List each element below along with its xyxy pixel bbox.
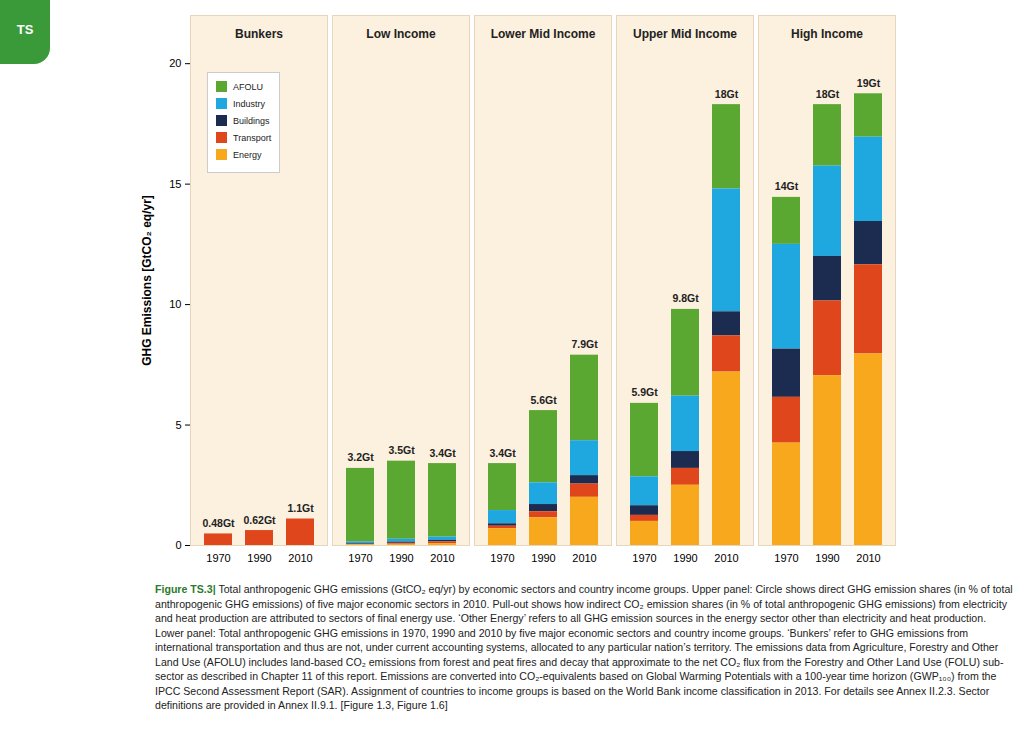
svg-text:3.4Gt: 3.4Gt [489, 447, 516, 459]
svg-text:5.9Gt: 5.9Gt [631, 386, 658, 398]
svg-text:10: 10 [169, 298, 181, 310]
svg-text:5.6Gt: 5.6Gt [530, 394, 557, 406]
svg-text:1970: 1970 [774, 552, 798, 564]
svg-text:18Gt: 18Gt [816, 88, 840, 100]
svg-text:1990: 1990 [673, 552, 697, 564]
svg-text:Low Income: Low Income [366, 27, 436, 41]
svg-text:0: 0 [175, 539, 181, 551]
svg-text:2010: 2010 [430, 552, 454, 564]
svg-text:1990: 1990 [531, 552, 555, 564]
svg-text:1990: 1990 [815, 552, 839, 564]
svg-text:1990: 1990 [389, 552, 413, 564]
svg-text:1990: 1990 [247, 552, 271, 564]
svg-text:1970: 1970 [206, 552, 230, 564]
svg-text:GHG Emissions [GtCO₂ eq/yr]: GHG Emissions [GtCO₂ eq/yr] [140, 195, 154, 366]
svg-text:5: 5 [175, 419, 181, 431]
svg-text:2010: 2010 [714, 552, 738, 564]
svg-text:Bunkers: Bunkers [235, 27, 283, 41]
svg-text:1.1Gt: 1.1Gt [287, 502, 314, 514]
svg-text:0.62Gt: 0.62Gt [243, 514, 276, 526]
svg-text:15: 15 [169, 178, 181, 190]
svg-text:9.8Gt: 9.8Gt [672, 292, 699, 304]
html-text:Industry: Industry [233, 98, 265, 109]
html-text:TS: TS [16, 22, 34, 37]
svg-text:1970: 1970 [490, 552, 514, 564]
svg-text:20: 20 [169, 57, 181, 69]
svg-text:1970: 1970 [632, 552, 656, 564]
svg-text:19Gt: 19Gt [857, 77, 881, 89]
svg-text:14Gt: 14Gt [775, 180, 799, 192]
svg-text:Lower Mid Income: Lower Mid Income [491, 27, 596, 41]
svg-text:2010: 2010 [856, 552, 880, 564]
svg-text:3.4Gt: 3.4Gt [429, 447, 456, 459]
svg-text:2010: 2010 [288, 552, 312, 564]
html-text:Figure TS.3| Total anthropogen: Figure TS.3| Total anthropogenic GHG emi… [155, 583, 1013, 711]
svg-text:2010: 2010 [572, 552, 596, 564]
svg-text:1970: 1970 [348, 552, 372, 564]
svg-text:0.48Gt: 0.48Gt [202, 517, 235, 529]
html-text:Energy: Energy [233, 149, 262, 160]
svg-text:18Gt: 18Gt [715, 88, 739, 100]
html-text:Buildings: Buildings [233, 115, 270, 126]
html-text:Transport: Transport [233, 132, 272, 143]
svg-text:3.2Gt: 3.2Gt [347, 451, 374, 463]
svg-text:Upper Mid Income: Upper Mid Income [633, 27, 737, 41]
svg-text:3.5Gt: 3.5Gt [388, 444, 415, 456]
svg-text:7.9Gt: 7.9Gt [571, 338, 598, 350]
html-text:AFOLU: AFOLU [233, 81, 263, 92]
svg-text:High Income: High Income [791, 27, 863, 41]
